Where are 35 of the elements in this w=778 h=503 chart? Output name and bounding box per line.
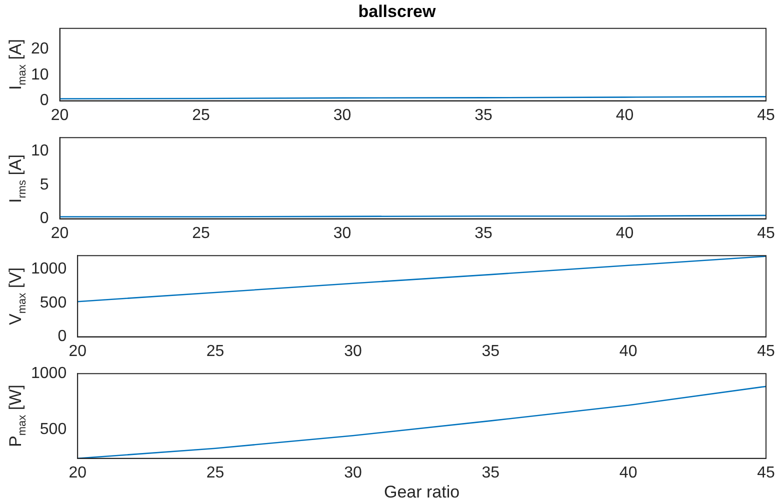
x-tick-label: 30 bbox=[344, 342, 362, 360]
y-tick-label: 10 bbox=[31, 66, 49, 84]
y-tick-label: 20 bbox=[31, 40, 49, 58]
x-tick-label: 45 bbox=[757, 342, 775, 360]
y-tick-label: 10 bbox=[31, 142, 49, 160]
x-tick-label: 45 bbox=[757, 224, 775, 242]
x-tick-label: 35 bbox=[482, 342, 500, 360]
x-tick-label: 45 bbox=[757, 106, 775, 124]
x-tick-label: 20 bbox=[68, 342, 87, 360]
x-tick-label: 40 bbox=[619, 464, 638, 482]
y-tick-label: 500 bbox=[40, 294, 67, 312]
x-tick-label: 25 bbox=[192, 106, 210, 124]
x-tick-label: 40 bbox=[616, 106, 634, 124]
x-tick-label: 25 bbox=[206, 464, 224, 482]
x-tick-label: 25 bbox=[192, 224, 210, 242]
chart-title: ballscrew bbox=[358, 2, 437, 21]
y-tick-label: 1000 bbox=[31, 365, 67, 382]
x-tick-label: 40 bbox=[616, 224, 634, 242]
x-tick-label: 30 bbox=[333, 224, 352, 242]
x-tick-label: 25 bbox=[206, 342, 224, 360]
y-tick-label: 500 bbox=[40, 420, 67, 438]
x-tick-label: 30 bbox=[333, 106, 352, 124]
x-tick-label: 30 bbox=[344, 464, 362, 482]
x-axis-title: Gear ratio bbox=[384, 482, 460, 502]
x-tick-label: 35 bbox=[474, 106, 493, 124]
y-tick-label: 5 bbox=[40, 176, 49, 194]
x-tick-label: 45 bbox=[757, 464, 775, 482]
x-tick-label: 20 bbox=[68, 464, 87, 482]
x-tick-label: 35 bbox=[474, 224, 493, 242]
y-tick-label: 0 bbox=[40, 210, 49, 228]
x-tick-label: 35 bbox=[482, 464, 500, 482]
x-tick-label: 40 bbox=[619, 342, 638, 360]
y-tick-label: 0 bbox=[40, 92, 49, 110]
y-tick-label: 0 bbox=[58, 328, 67, 346]
y-tick-label: 1000 bbox=[31, 260, 67, 278]
